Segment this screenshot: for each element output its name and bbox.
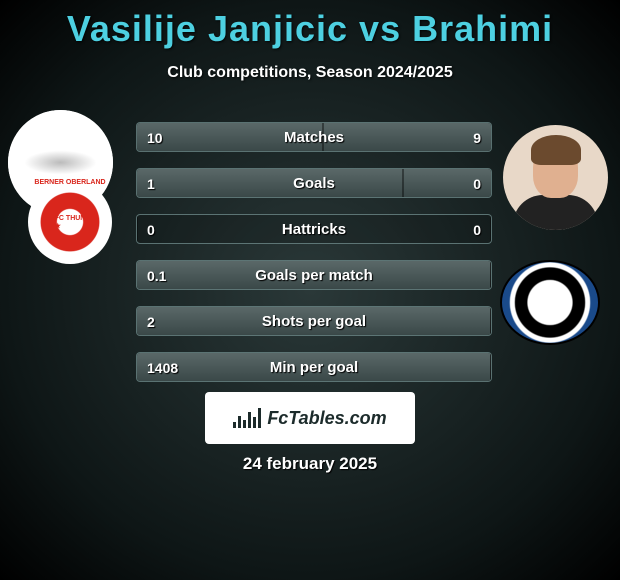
club-badge-right: [500, 260, 600, 345]
stat-label: Min per goal: [137, 353, 491, 382]
date-label: 24 february 2025: [0, 454, 620, 474]
stat-row: 109Matches: [136, 122, 492, 152]
stat-label: Shots per goal: [137, 307, 491, 336]
page-title: Vasilije Janjicic vs Brahimi: [0, 0, 620, 50]
stat-row: 00Hattricks: [136, 214, 492, 244]
stat-row: 1408Min per goal: [136, 352, 492, 382]
stat-label: Goals per match: [137, 261, 491, 290]
brand-badge: FcTables.com: [205, 392, 415, 444]
club-badge-left: BERNER OBERLAND FC THUN★: [20, 180, 120, 265]
subtitle: Club competitions, Season 2024/2025: [0, 64, 620, 82]
brand-icon: [233, 408, 261, 428]
stats-container: 109Matches 10Goals 00Hattricks 0.1Goals per…: [136, 122, 492, 398]
stat-row: 2Shots per goal: [136, 306, 492, 336]
stat-label: Goals: [137, 169, 491, 198]
brand-text: FcTables.com: [267, 408, 386, 429]
player-avatar-right: [503, 125, 608, 230]
club-ring-text: BERNER OBERLAND: [20, 179, 120, 186]
stat-label: Matches: [137, 123, 491, 152]
stat-row: 10Goals: [136, 168, 492, 198]
stat-label: Hattricks: [137, 215, 491, 244]
stat-row: 0.1Goals per match: [136, 260, 492, 290]
